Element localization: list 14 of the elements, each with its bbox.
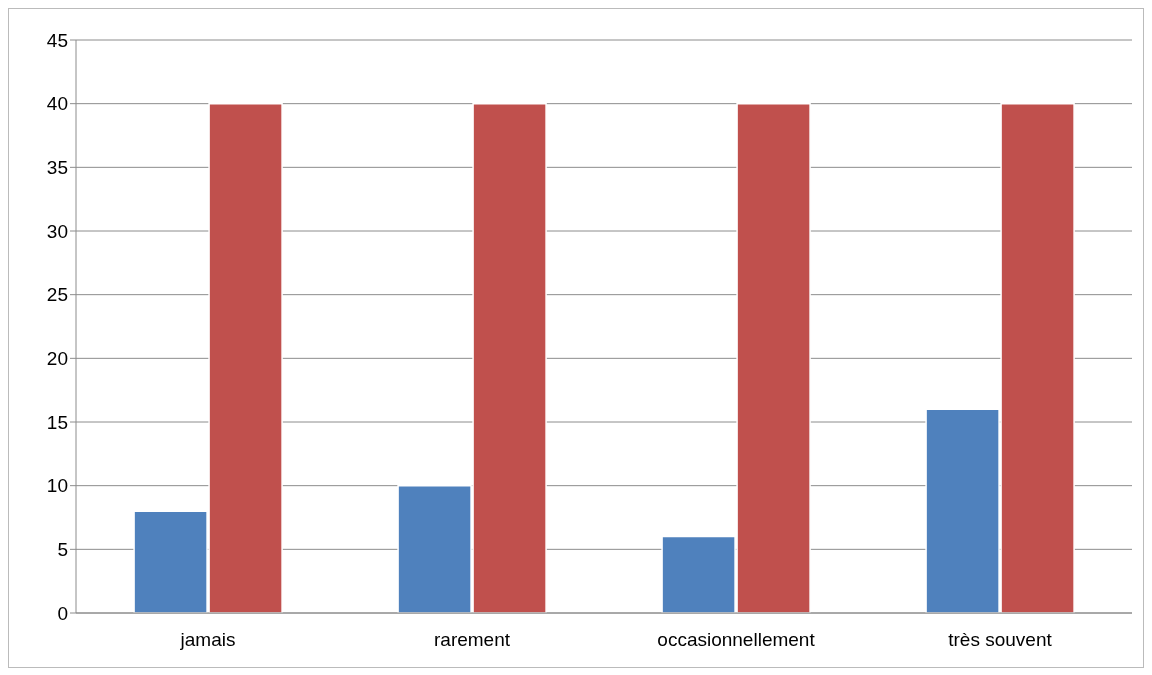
y-tick-label: 35 (46, 157, 68, 179)
y-tick-label: 30 (46, 220, 68, 242)
y-tick-label: 40 (46, 93, 68, 115)
y-tick-label: 20 (46, 348, 68, 370)
y-tick-label: 15 (46, 411, 68, 433)
y-tick-label: 45 (46, 29, 68, 51)
x-tick-label: rarement (433, 629, 511, 651)
y-tick-label: 25 (46, 284, 68, 306)
y-tick-label: 5 (57, 539, 68, 561)
y-tick-label: 10 (46, 475, 68, 497)
x-tick-label: occasionnellement (657, 629, 816, 651)
x-tick-label: jamais (179, 629, 236, 651)
y-tick-label: 0 (57, 602, 68, 624)
x-tick-label: très souvent (948, 629, 1053, 651)
